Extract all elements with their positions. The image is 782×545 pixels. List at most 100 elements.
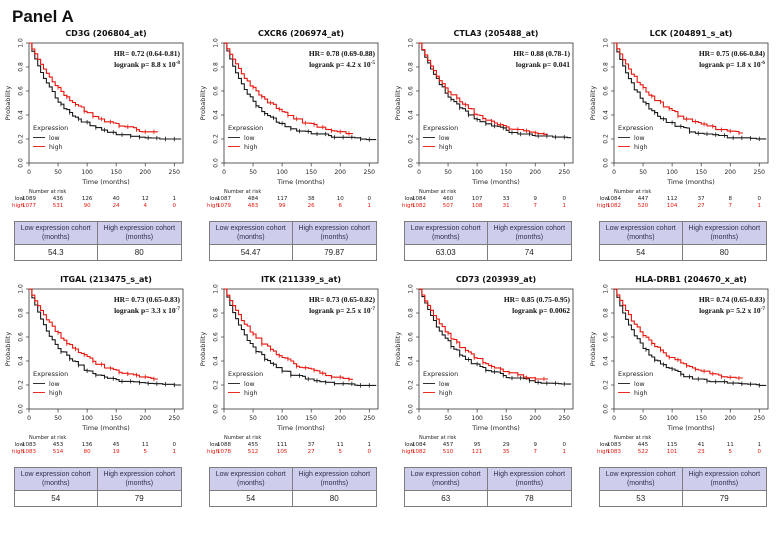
legend-label-low: low: [49, 135, 60, 142]
risk-value-high: 99: [279, 203, 286, 209]
x-tick-label: 200: [529, 415, 541, 422]
km-survival-panel: CD3G (206804_at) 1.0 0.8 0.6 0.4 0.2 0.0 Proba…: [0, 28, 195, 262]
x-tick-label: 250: [754, 415, 766, 422]
y-tick-label: 0.0: [18, 158, 25, 168]
cohort-median-table: Low expression cohort (months) High expr…: [598, 220, 767, 262]
cohort-high-value: 79: [97, 490, 182, 508]
risk-value-high: 104: [667, 203, 678, 209]
y-tick-label: 0.4: [408, 110, 415, 120]
y-tick-label: 0.8: [603, 308, 610, 318]
x-axis-label: Time (months): [471, 178, 520, 186]
risk-value-high: 7: [533, 203, 537, 209]
km-plot: 1.0 0.8 0.6 0.4 0.2 0.0 Probability 0 50 100 150 20…: [589, 38, 769, 209]
x-tick-label: 100: [81, 169, 93, 176]
y-tick-label: 0.0: [408, 158, 415, 168]
number-at-risk-label: Number at risk: [224, 189, 261, 195]
risk-value-low: 45: [113, 442, 120, 448]
cohort-median-table: Low expression cohort (months) High expr…: [13, 220, 182, 262]
plot-box: [28, 288, 184, 410]
risk-value-low: 12: [142, 196, 149, 202]
risk-value-low: 112: [667, 196, 678, 202]
y-tick-label: 1.0: [18, 38, 25, 48]
risk-row-label-high: high: [207, 449, 220, 455]
cohort-table-header-low: Low expression cohort (months): [403, 467, 488, 492]
number-at-risk-label: Number at risk: [224, 435, 261, 441]
risk-value-high: 35: [503, 449, 510, 455]
risk-value-low: 0: [368, 196, 372, 202]
risk-value-high: 1077: [22, 203, 36, 209]
risk-value-high: 101: [667, 449, 678, 455]
y-tick-label: 0.2: [213, 134, 220, 144]
legend-title: Expression: [423, 124, 458, 132]
risk-value-high: 5: [728, 449, 732, 455]
risk-value-high: 23: [698, 449, 705, 455]
x-tick-label: 200: [724, 415, 736, 422]
risk-value-low: 29: [503, 442, 510, 448]
y-tick-label: 1.0: [213, 284, 220, 294]
cohort-low-value: 63.03: [403, 244, 488, 262]
risk-value-high: 507: [443, 203, 454, 209]
cohort-median-table: Low expression cohort (months) High expr…: [598, 467, 767, 508]
risk-row-label-high: high: [12, 203, 25, 209]
y-tick-label: 0.2: [18, 380, 25, 390]
x-axis-label: Time (months): [81, 424, 130, 432]
risk-value-low: 41: [698, 442, 705, 448]
curve-high: [29, 288, 158, 380]
y-tick-label: 0.0: [408, 404, 415, 414]
risk-value-high: 27: [308, 449, 315, 455]
plot-box: [418, 288, 574, 410]
y-tick-label: 0.4: [18, 110, 25, 120]
risk-value-low: 38: [308, 196, 315, 202]
y-tick-label: 1.0: [603, 284, 610, 294]
cohort-high-value: 80: [97, 244, 182, 262]
y-axis-label: Probability: [199, 86, 207, 121]
risk-value-low: 9: [533, 442, 537, 448]
x-tick-label: 150: [110, 415, 122, 422]
gene-probe-title: CTLA3 (205488_at): [453, 29, 539, 38]
x-tick-label: 150: [500, 169, 512, 176]
risk-row-label-low: low: [15, 196, 25, 202]
curve-high: [614, 288, 743, 379]
logrank-annotation: logrank p= 3.3 x 10-7: [114, 306, 180, 315]
risk-value-high: 1079: [217, 203, 231, 209]
risk-value-low: 0: [173, 442, 177, 448]
cohort-table-header-high: High expression cohort (months): [682, 220, 767, 246]
x-axis-label: Time (months): [276, 424, 325, 432]
curve-low: [224, 42, 377, 141]
risk-value-high: 90: [84, 203, 91, 209]
cohort-low-value: 54.3: [13, 244, 98, 262]
page-title: Panel A: [12, 7, 74, 26]
risk-value-low: 1083: [22, 442, 36, 448]
y-tick-label: 0.6: [18, 86, 25, 96]
legend-label-low: low: [244, 135, 255, 142]
plot-box: [613, 42, 769, 164]
x-tick-label: 150: [305, 169, 317, 176]
cohort-table-header-high: High expression cohort (months): [682, 467, 767, 492]
risk-value-low: 1083: [607, 442, 621, 448]
x-tick-label: 250: [559, 169, 571, 176]
cohort-low-value: 54.47: [208, 244, 293, 262]
logrank-annotation: logrank p= 0.041: [516, 60, 570, 69]
risk-value-high: 483: [248, 203, 259, 209]
legend-title: Expression: [33, 370, 68, 378]
km-survival-panel: CTLA3 (205488_at) 1.0 0.8 0.6 0.4 0.2 0.0 Prob…: [390, 28, 585, 262]
cohort-low-value: 54: [598, 244, 683, 262]
cohort-high-value: 79: [682, 490, 767, 508]
legend-title: Expression: [228, 370, 263, 378]
km-survival-panel: ITK (211339_s_at) 1.0 0.8 0.6 0.4 0.2 0.0 Prob…: [195, 274, 390, 508]
risk-value-high: 1078: [217, 449, 231, 455]
hr-annotation: HR= 0.75 (0.66-0.84): [699, 49, 766, 58]
legend-title: Expression: [423, 370, 458, 378]
risk-row-label-high: high: [402, 449, 415, 455]
cohort-table-header-low: Low expression cohort (months): [598, 467, 683, 492]
risk-row-label-high: high: [597, 203, 610, 209]
x-axis-label: Time (months): [276, 178, 325, 186]
legend-title: Expression: [228, 124, 263, 132]
hr-annotation: HR= 0.73 (0.65-0.82): [309, 295, 376, 304]
x-tick-label: 50: [444, 169, 452, 176]
risk-value-low: 107: [472, 196, 483, 202]
gene-probe-title: ITGAL (213475_s_at): [60, 275, 152, 285]
km-survival-panel: LCK (204891_s_at) 1.0 0.8 0.6 0.4 0.2 0.0 Prob…: [585, 28, 780, 262]
risk-value-high: 26: [308, 203, 315, 209]
